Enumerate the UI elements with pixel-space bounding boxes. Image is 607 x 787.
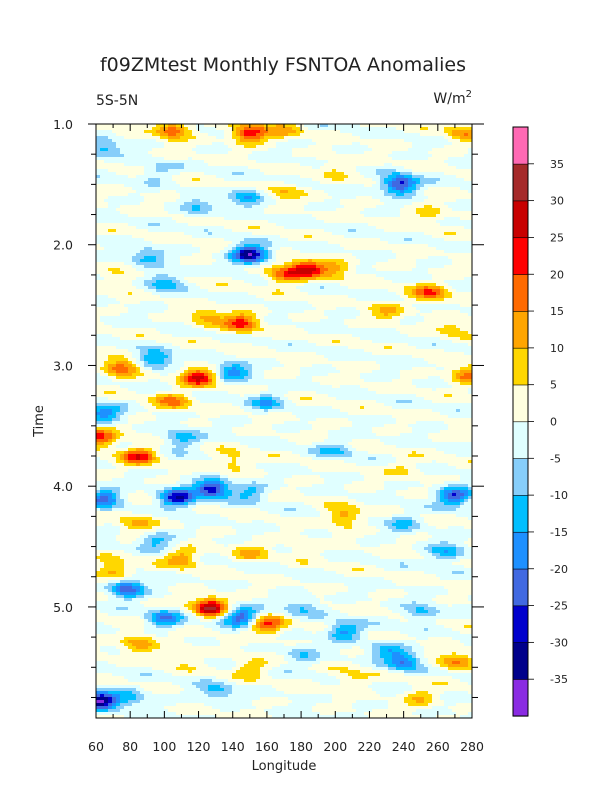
chart-title: f09ZMtest Monthly FSNTOA Anomalies (100, 54, 466, 76)
heatmap-field (96, 124, 473, 719)
units-label: W/m2 (433, 89, 472, 107)
region-label: 5S-5N (96, 93, 138, 109)
